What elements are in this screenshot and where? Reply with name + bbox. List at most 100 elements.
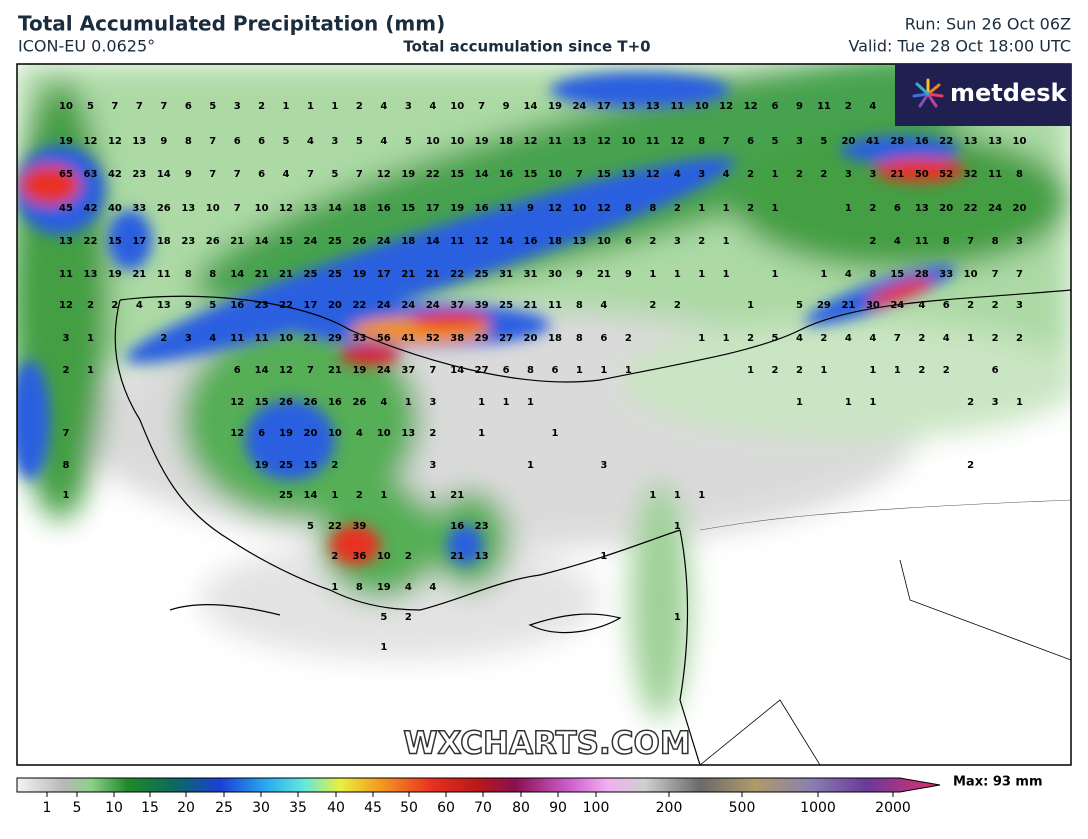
precip-value: 25 bbox=[279, 490, 293, 501]
precip-value: 24 bbox=[377, 365, 391, 376]
precip-value: 2 bbox=[820, 333, 827, 344]
precip-value: 8 bbox=[63, 460, 70, 471]
precip-value: 24 bbox=[988, 203, 1002, 214]
precip-value: 24 bbox=[401, 300, 415, 311]
precip-value: 10 bbox=[450, 101, 464, 112]
precip-value: 1 bbox=[87, 365, 94, 376]
precip-value: 3 bbox=[1016, 300, 1023, 311]
precip-value: 8 bbox=[356, 582, 363, 593]
precip-value: 3 bbox=[869, 169, 876, 180]
precip-value: 4 bbox=[845, 333, 852, 344]
precip-value: 22 bbox=[964, 203, 978, 214]
precip-value: 16 bbox=[377, 203, 391, 214]
precip-value: 10 bbox=[255, 203, 269, 214]
precip-value: 22 bbox=[84, 236, 98, 247]
precip-value: 1 bbox=[869, 365, 876, 376]
precip-value: 3 bbox=[63, 333, 70, 344]
precip-value: 26 bbox=[352, 397, 366, 408]
precip-value: 4 bbox=[845, 269, 852, 280]
precip-value: 1 bbox=[698, 203, 705, 214]
precip-value: 6 bbox=[234, 365, 241, 376]
precip-value: 15 bbox=[524, 169, 538, 180]
precip-value: 2 bbox=[625, 333, 632, 344]
precip-value: 14 bbox=[255, 236, 269, 247]
precip-value: 13 bbox=[475, 551, 489, 562]
colorbar-label: 50 bbox=[400, 800, 418, 816]
precip-value: 31 bbox=[524, 269, 538, 280]
precip-value: 2 bbox=[967, 397, 974, 408]
precip-value: 10 bbox=[548, 169, 562, 180]
colorbar-label: 5 bbox=[73, 800, 82, 816]
precip-value: 1 bbox=[527, 460, 534, 471]
precip-value: 10 bbox=[206, 203, 220, 214]
precip-value: 1 bbox=[698, 269, 705, 280]
colorbar: 1 5 10 15 20 25 30 35 40 45 50 60 70 80 90 100 200 500 100… bbox=[16, 775, 1043, 816]
precip-value: 3 bbox=[405, 101, 412, 112]
precip-value: 14 bbox=[450, 365, 464, 376]
valid-time: Valid: Tue 28 Oct 18:00 UTC bbox=[848, 37, 1071, 56]
precip-value: 14 bbox=[426, 236, 440, 247]
precip-value: 2 bbox=[429, 428, 436, 439]
precip-value: 29 bbox=[817, 300, 831, 311]
precip-value: 8 bbox=[698, 136, 705, 147]
watermark: WXCHARTS.COM bbox=[403, 726, 690, 762]
precip-value: 2 bbox=[747, 169, 754, 180]
precip-value: 26 bbox=[304, 397, 318, 408]
precip-value: 5 bbox=[283, 136, 290, 147]
precip-value: 6 bbox=[552, 365, 559, 376]
precip-value: 14 bbox=[475, 169, 489, 180]
precip-value: 19 bbox=[352, 269, 366, 280]
precip-value: 5 bbox=[772, 136, 779, 147]
precip-value: 63 bbox=[84, 169, 98, 180]
precip-value: 4 bbox=[796, 333, 803, 344]
colorbar-label: 90 bbox=[549, 800, 567, 816]
precip-value: 8 bbox=[209, 269, 216, 280]
precip-value: 12 bbox=[548, 203, 562, 214]
precip-value: 6 bbox=[600, 333, 607, 344]
precip-value: 1 bbox=[283, 101, 290, 112]
precip-value: 3 bbox=[234, 101, 241, 112]
colorbar-label: 2000 bbox=[875, 800, 911, 816]
precip-value: 14 bbox=[230, 269, 244, 280]
precip-value: 4 bbox=[869, 101, 876, 112]
precip-value: 7 bbox=[967, 236, 974, 247]
run-time: Run: Sun 26 Oct 06Z bbox=[905, 15, 1071, 34]
precip-value: 14 bbox=[524, 101, 538, 112]
precip-value: 2 bbox=[331, 551, 338, 562]
precip-value: 11 bbox=[915, 236, 929, 247]
precip-value: 2 bbox=[356, 101, 363, 112]
precip-value: 4 bbox=[723, 169, 730, 180]
precip-value: 3 bbox=[331, 136, 338, 147]
precip-value: 6 bbox=[185, 101, 192, 112]
precip-value: 1 bbox=[723, 269, 730, 280]
precip-value: 50 bbox=[915, 169, 929, 180]
precip-value: 23 bbox=[255, 300, 269, 311]
precip-value: 1 bbox=[845, 397, 852, 408]
colorbar-label: 20 bbox=[177, 800, 195, 816]
precip-value: 11 bbox=[157, 269, 171, 280]
precip-value: 8 bbox=[576, 300, 583, 311]
precip-value: 17 bbox=[377, 269, 391, 280]
precip-value: 7 bbox=[234, 203, 241, 214]
colorbar-label: 25 bbox=[215, 800, 233, 816]
precip-value: 2 bbox=[649, 300, 656, 311]
precip-value: 7 bbox=[160, 101, 167, 112]
precip-value: 22 bbox=[426, 169, 440, 180]
precip-value: 6 bbox=[772, 101, 779, 112]
precip-value: 11 bbox=[230, 333, 244, 344]
precip-value: 7 bbox=[356, 169, 363, 180]
precip-value: 4 bbox=[380, 101, 387, 112]
precip-value: 20 bbox=[524, 333, 538, 344]
precip-value: 13 bbox=[646, 101, 660, 112]
precip-value: 30 bbox=[866, 300, 880, 311]
precip-value: 1 bbox=[674, 269, 681, 280]
precip-value: 14 bbox=[157, 169, 171, 180]
precip-value: 25 bbox=[499, 300, 513, 311]
precip-value: 21 bbox=[890, 169, 904, 180]
precip-value: 6 bbox=[258, 428, 265, 439]
precip-value: 4 bbox=[600, 300, 607, 311]
precip-value: 2 bbox=[869, 203, 876, 214]
precip-value: 1 bbox=[772, 203, 779, 214]
precip-value: 15 bbox=[597, 169, 611, 180]
